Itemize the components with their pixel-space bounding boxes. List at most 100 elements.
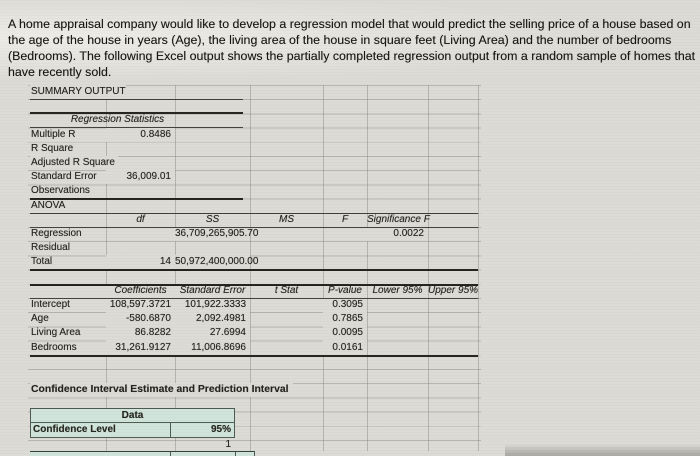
regression-statistics-header: Regression Statistics bbox=[70, 114, 165, 126]
anova-title: ANOVA bbox=[31, 199, 66, 211]
coefficients-header-row: Coefficients Standard Error t Stat P-val… bbox=[30, 283, 479, 298]
cell-t-stat bbox=[250, 341, 323, 355]
spacer-cell bbox=[30, 284, 106, 298]
cell-lower-95 bbox=[367, 326, 428, 340]
column-header-df: df bbox=[136, 213, 145, 225]
cell-coefficient: -580.6870 bbox=[106, 312, 175, 327]
cell-lower-95 bbox=[367, 298, 428, 312]
cell-ms bbox=[250, 255, 323, 269]
stat-value: 0.8486 bbox=[106, 127, 175, 142]
cell-f bbox=[323, 255, 367, 269]
cell-significance-f bbox=[367, 255, 428, 269]
grid-column-line bbox=[250, 85, 251, 451]
table-row-intercept: Intercept 108,597.3721 101,922.3333 0.30… bbox=[30, 298, 478, 313]
cell-upper-95 bbox=[428, 326, 478, 340]
stat-value bbox=[106, 184, 175, 198]
column-header-significance-f: Significance F bbox=[367, 213, 430, 225]
row-label: Age bbox=[31, 313, 49, 325]
stat-value bbox=[118, 156, 175, 170]
table-border-line bbox=[30, 297, 478, 299]
cell-df bbox=[106, 241, 175, 255]
column-header-lower-95: Lower 95% bbox=[372, 284, 423, 296]
table-border-line bbox=[30, 112, 243, 115]
column-header-coefficients: Coefficients bbox=[106, 283, 175, 298]
confidence-level-value: 95% bbox=[170, 422, 234, 438]
column-header-upper-95: Upper 95% bbox=[428, 284, 479, 296]
table-border-line bbox=[30, 354, 478, 357]
summary-output-title: SUMMARY OUTPUT bbox=[30, 85, 126, 100]
row-label: Intercept bbox=[31, 299, 70, 310]
cell-standard-error: 11,006.8696 bbox=[175, 340, 250, 355]
table-row-residual: Residual bbox=[30, 241, 478, 255]
column-header-t-stat: t Stat bbox=[274, 284, 299, 296]
anova-header-row: df SS MS F Significance F bbox=[30, 213, 478, 227]
stat-label: Observations bbox=[31, 185, 90, 197]
cell-f bbox=[323, 227, 367, 241]
cell-upper-95 bbox=[428, 312, 478, 326]
spacer-cell bbox=[30, 213, 106, 227]
table-border-line bbox=[30, 269, 478, 272]
cell-p-value: 0.3095 bbox=[323, 298, 367, 313]
table-row-bedrooms: Bedrooms 31,261.9127 11,006.8696 0.0161 bbox=[30, 340, 478, 355]
ci-section-title: Confidence Interval Estimate and Predict… bbox=[30, 383, 293, 398]
stat-row: Observations bbox=[30, 184, 175, 198]
summary-output-row: SUMMARY OUTPUT bbox=[30, 85, 243, 100]
partial-next-table bbox=[30, 450, 255, 456]
table-border-line bbox=[30, 226, 478, 228]
spreadsheet-area: SUMMARY OUTPUT Regression Statistics Mul… bbox=[28, 84, 481, 456]
cell-ss: 50,972,400,000.00 bbox=[175, 255, 258, 270]
row-label: Bedrooms bbox=[31, 341, 77, 353]
cell-significance-f: 0.0022 bbox=[367, 227, 428, 242]
cell-upper-95 bbox=[428, 341, 478, 355]
cell-t-stat bbox=[250, 312, 323, 326]
data-table-header: Data bbox=[31, 409, 234, 423]
cell-coefficient: 86.8282 bbox=[106, 326, 175, 341]
column-header-standard-error: Standard Error bbox=[175, 283, 250, 298]
grid-column-line bbox=[428, 85, 429, 451]
stat-row: Adjusted R Square bbox=[30, 156, 175, 171]
cell-ss bbox=[175, 241, 250, 255]
table-border-line bbox=[30, 212, 478, 214]
grid-column-line bbox=[323, 85, 324, 451]
table-border-line bbox=[30, 127, 243, 129]
stat-label: Adjusted R Square bbox=[30, 156, 118, 171]
column-header-ms: MS bbox=[279, 213, 294, 225]
question-text: A home appraisal company would like to d… bbox=[8, 17, 696, 79]
confidence-level-row: Confidence Level 95% bbox=[31, 422, 234, 438]
column-header-f: F bbox=[341, 213, 349, 225]
stat-value bbox=[106, 142, 175, 156]
table-border-line bbox=[30, 283, 478, 286]
table-row-regression: Regression 36,709,265,905.70 0.0022 bbox=[30, 227, 478, 242]
cell-f bbox=[323, 241, 367, 255]
cell-t-stat bbox=[250, 326, 323, 340]
stat-value: 36,009.01 bbox=[106, 170, 175, 185]
cell-t-stat bbox=[250, 298, 323, 312]
stat-label: Standard Error bbox=[31, 171, 97, 183]
table-row-living-area: Living Area 86.8282 27.6994 0.0095 bbox=[30, 326, 478, 341]
cell-p-value: 0.7865 bbox=[323, 312, 367, 327]
cell-divider-tick bbox=[235, 451, 236, 456]
below-table-value: 1 bbox=[225, 438, 231, 450]
grid-column-line bbox=[478, 85, 479, 451]
column-header-ss: SS bbox=[205, 213, 220, 225]
cell-lower-95 bbox=[367, 312, 428, 326]
cell-ss: 36,709,265,905.70 bbox=[175, 227, 258, 242]
column-header-p-value: P-value bbox=[328, 284, 362, 296]
stat-label: Multiple R bbox=[31, 128, 76, 140]
row-label: Regression bbox=[31, 228, 82, 239]
stat-label: R Square bbox=[31, 142, 74, 154]
table-row-total: Total 14 50,972,400,000.00 bbox=[30, 255, 478, 270]
cell-lower-95 bbox=[367, 341, 428, 355]
cell-standard-error: 27.6994 bbox=[175, 326, 250, 341]
bottom-shadow bbox=[505, 444, 700, 456]
row-label: Total bbox=[31, 256, 53, 268]
cell-df bbox=[106, 227, 175, 241]
regression-statistics-header-row: Regression Statistics bbox=[30, 113, 205, 127]
stat-row: Multiple R 0.8486 bbox=[30, 127, 175, 142]
grid-column-line bbox=[367, 85, 368, 451]
cell-standard-error: 101,922.3333 bbox=[175, 298, 250, 313]
cell-p-value: 0.0095 bbox=[323, 326, 367, 341]
cell-divider-tick bbox=[170, 451, 171, 456]
stat-row: R Square bbox=[30, 142, 175, 156]
